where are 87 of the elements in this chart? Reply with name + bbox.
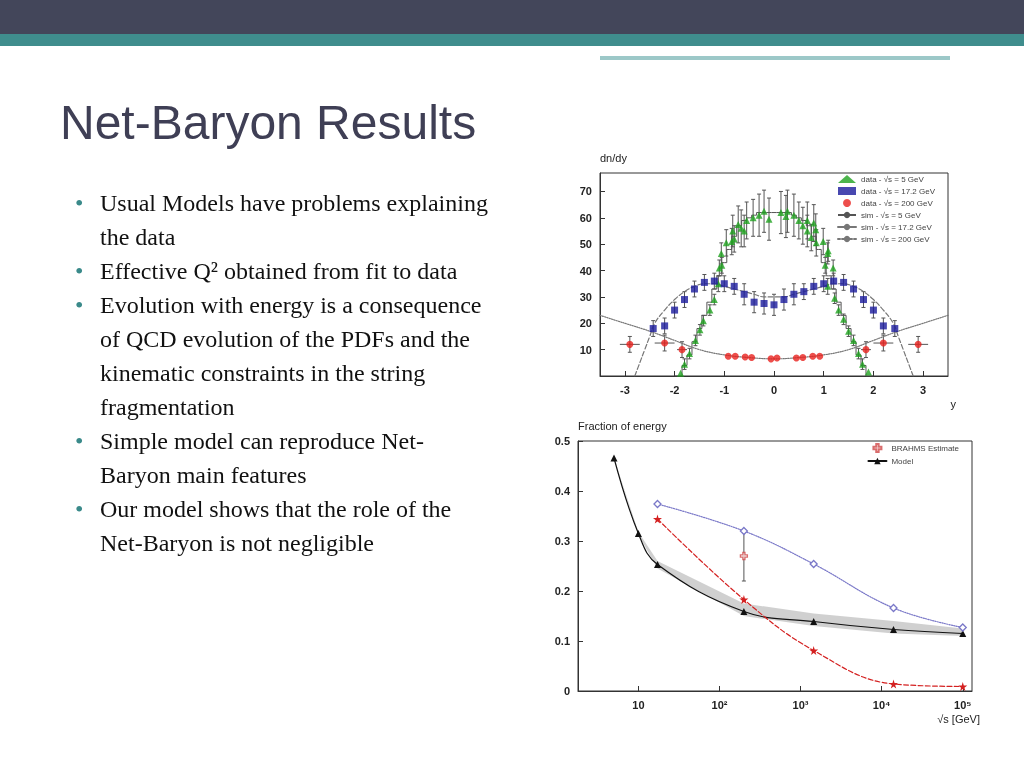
x-tick-label: 10⁵ bbox=[954, 698, 972, 711]
point bbox=[914, 340, 922, 348]
point bbox=[850, 285, 858, 293]
y-tick-label: 0.4 bbox=[554, 485, 571, 497]
point bbox=[740, 227, 748, 235]
text: • Our model shows that the role of the Net-Baryon is not negligible bbox=[75, 495, 452, 556]
legend-label: data - √s = 200 GeV bbox=[861, 198, 934, 208]
x-tick-label: 10² bbox=[711, 698, 728, 711]
point bbox=[731, 352, 739, 360]
point bbox=[770, 301, 778, 309]
point bbox=[879, 322, 887, 330]
point bbox=[750, 298, 758, 306]
legend-label: BRAHMS Estimate bbox=[891, 443, 960, 453]
point bbox=[671, 306, 679, 314]
point bbox=[681, 296, 689, 304]
y-tick-label: 0 bbox=[563, 685, 570, 697]
point bbox=[724, 352, 732, 360]
point bbox=[809, 352, 817, 360]
point bbox=[799, 354, 807, 362]
point bbox=[649, 325, 657, 333]
legend-label: sim - √s = 17.2 GeV bbox=[861, 222, 933, 232]
point bbox=[800, 288, 808, 296]
y-tick-label: 40 bbox=[579, 264, 592, 277]
point bbox=[891, 325, 899, 333]
point bbox=[792, 354, 800, 362]
point bbox=[810, 282, 818, 290]
y-tick-label: 0.2 bbox=[554, 585, 570, 597]
point bbox=[748, 354, 756, 362]
point bbox=[661, 322, 669, 330]
x-tick-label: 2 bbox=[870, 383, 877, 396]
point bbox=[790, 290, 798, 298]
x-tick-label: 10 bbox=[632, 698, 645, 711]
point bbox=[816, 352, 824, 360]
y-tick-label: 0.5 bbox=[554, 435, 570, 447]
y-tick-label: 20 bbox=[579, 317, 592, 330]
point bbox=[755, 211, 763, 219]
point bbox=[780, 296, 788, 304]
legend-label: data - √s = 17.2 GeV bbox=[861, 186, 936, 196]
y-tick-label: 50 bbox=[579, 238, 592, 251]
legend-label: data - √s = 5 GeV bbox=[861, 174, 925, 184]
legend-label: sim - √s = 5 GeV bbox=[861, 210, 922, 220]
x-tick-label: -1 bbox=[719, 383, 730, 396]
point bbox=[690, 285, 698, 293]
point bbox=[760, 207, 768, 215]
x-tick-label: 3 bbox=[920, 383, 927, 396]
text: Net-Baryon Results bbox=[60, 95, 478, 150]
point bbox=[819, 238, 827, 246]
x-tick-label: 10⁴ bbox=[872, 698, 891, 711]
text: • Evolution with energy is a consequence of QCD evolution of the PDFs and the kinematic constraints in the string fragmentation bbox=[75, 291, 482, 420]
y-tick-label: 10 bbox=[579, 343, 592, 356]
point bbox=[859, 296, 867, 304]
point bbox=[795, 216, 803, 224]
y-axis-title: dn/dy bbox=[600, 151, 628, 164]
point bbox=[661, 339, 669, 347]
point bbox=[869, 306, 877, 314]
point bbox=[760, 300, 768, 307]
x-tick-label: -2 bbox=[669, 383, 680, 396]
point bbox=[783, 207, 791, 215]
point bbox=[626, 340, 634, 348]
point bbox=[777, 209, 785, 217]
legend-label: Model bbox=[891, 456, 914, 466]
x-tick-label: -3 bbox=[619, 383, 630, 396]
point bbox=[765, 215, 773, 223]
point bbox=[864, 368, 872, 376]
point bbox=[700, 278, 708, 286]
point bbox=[840, 278, 848, 286]
y-tick-label: 30 bbox=[579, 290, 592, 303]
x-axis-title: y bbox=[950, 397, 957, 410]
point bbox=[879, 339, 887, 347]
point bbox=[730, 282, 738, 290]
legend-label: sim - √s = 200 GeV bbox=[861, 234, 931, 244]
x-tick-label: 0 bbox=[770, 383, 778, 396]
x-axis-title: √s [GeV] bbox=[937, 712, 980, 725]
y-tick-label: 0.3 bbox=[554, 535, 570, 547]
text: • Effective Q² obtained from fit to data bbox=[75, 257, 458, 286]
y-tick-label: 70 bbox=[579, 185, 592, 198]
text: • Usual Models have problems explaining the data bbox=[75, 189, 488, 250]
point bbox=[720, 280, 728, 288]
x-tick-label: 10³ bbox=[792, 698, 809, 711]
point bbox=[790, 211, 798, 219]
point bbox=[740, 290, 748, 298]
y-axis-title: Fraction of energy bbox=[578, 419, 668, 432]
y-tick-label: 0.1 bbox=[554, 635, 570, 647]
point bbox=[803, 227, 811, 235]
x-tick-label: 1 bbox=[820, 383, 827, 396]
y-tick-label: 60 bbox=[579, 211, 592, 224]
text: • Simple model can reproduce Net-Baryon main features bbox=[75, 427, 424, 488]
